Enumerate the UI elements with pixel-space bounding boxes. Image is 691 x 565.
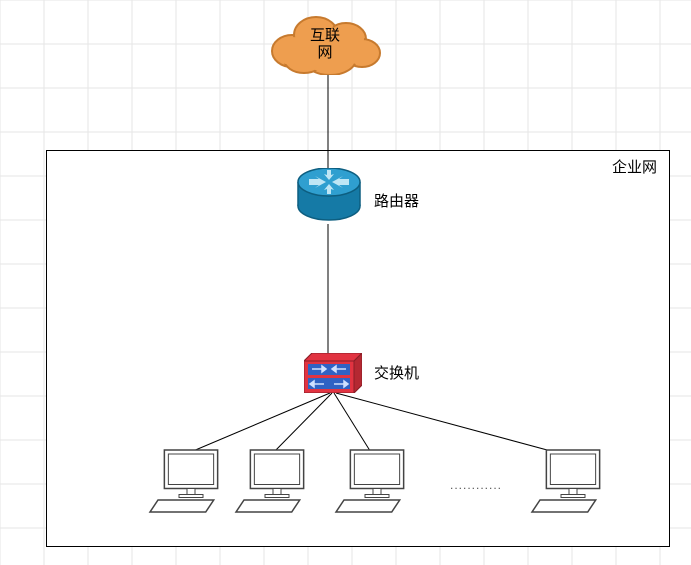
ellipsis-indicator: ............ (450, 478, 502, 492)
router-icon (296, 168, 362, 224)
pc-node-1 (234, 446, 308, 516)
pc-icon (148, 446, 222, 516)
pc-node-3 (530, 446, 604, 516)
pc-icon (334, 446, 408, 516)
internet-label: 互联网 (268, 28, 382, 61)
internet-cloud: 互联网 (268, 13, 382, 75)
switch-node (304, 353, 362, 393)
router-label: 路由器 (374, 190, 419, 211)
pc-icon (530, 446, 604, 516)
switch-icon (304, 353, 362, 393)
pc-node-0 (148, 446, 222, 516)
switch-label: 交换机 (374, 362, 419, 383)
diagram-canvas: 企业网 互联网 (0, 0, 691, 565)
pc-icon (234, 446, 308, 516)
pc-node-2 (334, 446, 408, 516)
router-node (296, 168, 362, 224)
